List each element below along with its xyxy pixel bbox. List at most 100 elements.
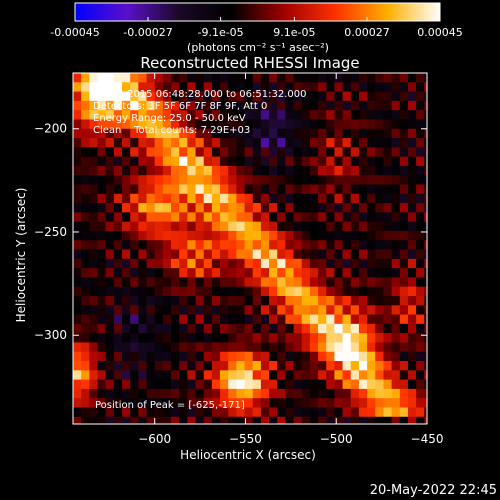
heatmap-cell bbox=[383, 388, 393, 399]
heatmap-cell bbox=[391, 128, 401, 139]
heatmap-cell bbox=[138, 110, 148, 121]
heatmap-cell bbox=[399, 268, 409, 278]
heatmap-cell bbox=[187, 138, 197, 148]
heatmap-cell bbox=[342, 314, 352, 325]
heatmap-cell bbox=[89, 295, 99, 306]
heatmap-cell bbox=[358, 110, 368, 121]
heatmap-cell bbox=[138, 184, 148, 195]
heatmap-cell bbox=[211, 295, 221, 306]
heatmap-cell bbox=[228, 305, 237, 316]
heatmap-cell bbox=[285, 230, 295, 241]
heatmap-cell bbox=[318, 82, 327, 93]
heatmap-cell bbox=[236, 361, 246, 371]
heatmap-cell bbox=[342, 221, 352, 232]
heatmap-cell bbox=[122, 147, 131, 158]
heatmap-cell bbox=[334, 100, 344, 111]
y-tick-label: −250 bbox=[34, 225, 67, 239]
heatmap-cell bbox=[203, 73, 213, 83]
heatmap-cell bbox=[260, 212, 270, 223]
heatmap-cell bbox=[309, 156, 319, 167]
plot-frame bbox=[72, 72, 428, 425]
heatmap-cell bbox=[171, 426, 180, 436]
heatmap-cell bbox=[260, 138, 270, 148]
heatmap-cell bbox=[195, 379, 205, 390]
heatmap-cell bbox=[293, 138, 303, 148]
heatmap-cell bbox=[162, 82, 172, 93]
y-axis-label: Heliocentric Y (arcsec) bbox=[14, 188, 28, 323]
heatmap-cell bbox=[350, 138, 360, 148]
heatmap-cell bbox=[309, 286, 319, 297]
heatmap-cell bbox=[195, 342, 205, 353]
heatmap-cell bbox=[81, 128, 90, 139]
heatmap-cell bbox=[105, 361, 115, 371]
heatmap-cell bbox=[228, 165, 237, 176]
heatmap-cell bbox=[383, 147, 393, 158]
heatmap-cell bbox=[350, 268, 360, 278]
heatmap-cell bbox=[252, 333, 262, 344]
heatmap-cell bbox=[407, 128, 417, 139]
heatmap-cell bbox=[236, 119, 246, 130]
heatmap-cell bbox=[179, 193, 188, 204]
heatmap-cell bbox=[399, 388, 409, 399]
heatmap-cell bbox=[228, 295, 237, 306]
heatmap-cell bbox=[113, 351, 123, 362]
heatmap-cell bbox=[187, 128, 197, 139]
heatmap-cell bbox=[375, 203, 385, 213]
heatmap-cell bbox=[220, 119, 229, 130]
heatmap-cell bbox=[383, 175, 393, 186]
heatmap-cell bbox=[252, 119, 262, 130]
heatmap-cell bbox=[358, 249, 368, 260]
heatmap-cell bbox=[179, 203, 188, 213]
heatmap-cell bbox=[130, 212, 139, 223]
heatmap-cell bbox=[211, 128, 221, 139]
heatmap-cell bbox=[195, 147, 205, 158]
heatmap-cell bbox=[424, 193, 427, 204]
heatmap-cell bbox=[301, 323, 311, 334]
heatmap-cell bbox=[269, 73, 278, 83]
heatmap-cell bbox=[358, 416, 368, 424]
heatmap-cell bbox=[89, 110, 99, 121]
heatmap-cell bbox=[309, 240, 319, 251]
heatmap-cell bbox=[203, 193, 213, 204]
heatmap-cell bbox=[187, 323, 197, 334]
heatmap-cell bbox=[318, 398, 327, 409]
heatmap-cell bbox=[407, 147, 417, 158]
heatmap-cell bbox=[334, 388, 344, 399]
heatmap-cell bbox=[416, 379, 425, 390]
heatmap-cell bbox=[350, 323, 360, 334]
heatmap-cell bbox=[122, 119, 131, 130]
heatmap-cell bbox=[187, 314, 197, 325]
heatmap-cell bbox=[293, 147, 303, 158]
heatmap-cell bbox=[228, 277, 237, 288]
heatmap-cell bbox=[309, 128, 319, 139]
x-tick-label: −600 bbox=[138, 432, 171, 446]
heatmap-cell bbox=[179, 379, 188, 390]
heatmap-cell bbox=[220, 426, 229, 436]
heatmap-cell bbox=[81, 193, 90, 204]
heatmap-cell bbox=[407, 165, 417, 176]
heatmap-cell bbox=[293, 184, 303, 195]
heatmap-cell bbox=[236, 295, 246, 306]
heatmap-cell bbox=[146, 361, 156, 371]
heatmap-cell bbox=[203, 295, 213, 306]
heatmap-cell bbox=[301, 138, 311, 148]
heatmap-cell bbox=[358, 398, 368, 409]
heatmap-cell bbox=[228, 268, 237, 278]
heatmap-cell bbox=[375, 277, 385, 288]
x-tick-label: −500 bbox=[320, 432, 353, 446]
heatmap-cell bbox=[293, 203, 303, 213]
heatmap-cell bbox=[73, 268, 82, 278]
heatmap-cell bbox=[171, 119, 180, 130]
heatmap-cell bbox=[301, 193, 311, 204]
heatmap-cell bbox=[81, 249, 90, 260]
heatmap-cell bbox=[342, 156, 352, 167]
heatmap-cell bbox=[171, 258, 180, 269]
heatmap-cell bbox=[367, 398, 376, 409]
y-axis: −200−250−300 bbox=[34, 122, 427, 342]
heatmap-cell bbox=[326, 370, 336, 381]
heatmap-cell bbox=[138, 212, 148, 223]
heatmap-cell bbox=[252, 156, 262, 167]
heatmap-cell bbox=[179, 398, 188, 409]
heatmap-cell bbox=[187, 398, 197, 409]
heatmap-cell bbox=[424, 128, 427, 139]
